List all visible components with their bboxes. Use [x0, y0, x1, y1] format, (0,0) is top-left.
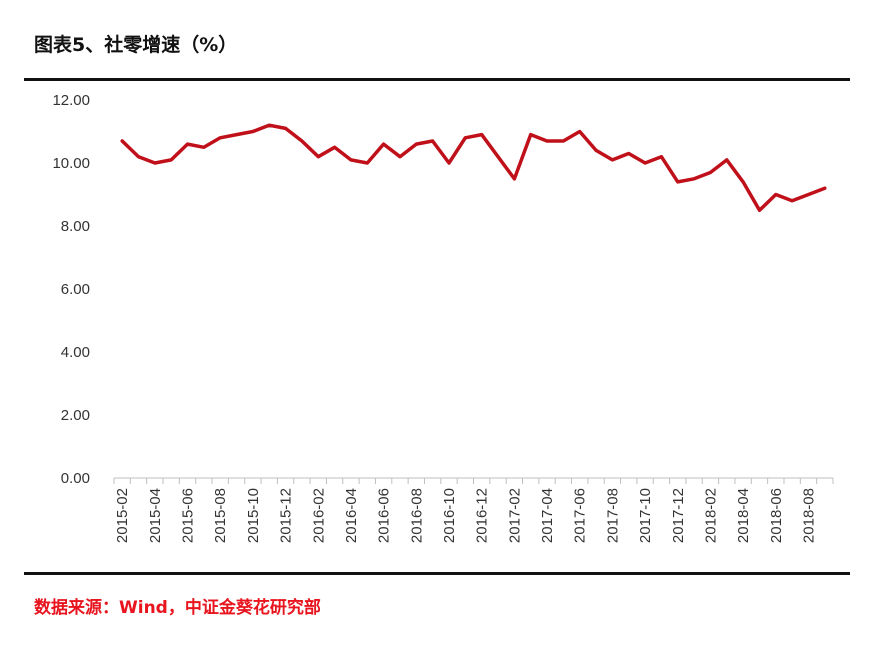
x-tick-label: 2016-12	[474, 488, 491, 543]
x-tick-label: 2017-10	[637, 488, 654, 543]
top-divider	[24, 78, 850, 81]
y-tick-labels: 0.00 2.00 4.00 6.00 8.00 10.00 12.00	[52, 92, 90, 487]
x-tick-labels: 2015-02 2015-04 2015-06 2015-08 2015-10 2015-…	[114, 488, 817, 543]
y-tick-label: 2.00	[61, 407, 90, 424]
x-tick-label: 2015-02	[114, 488, 131, 543]
x-tick-label: 2015-08	[212, 488, 229, 543]
x-tick-label: 2016-10	[441, 488, 458, 543]
y-tick-label: 12.00	[52, 92, 90, 109]
y-tick-label: 8.00	[61, 218, 90, 235]
x-tick-label: 2015-06	[180, 488, 197, 543]
x-tick-label: 2016-02	[310, 488, 327, 543]
data-source-note: 数据来源：Wind，中证金葵花研究部	[34, 598, 321, 618]
y-tick-label: 0.00	[61, 470, 90, 487]
x-tick-label: 2016-08	[408, 488, 425, 543]
x-tick-label: 2015-04	[147, 488, 164, 543]
chart-axes	[113, 477, 834, 484]
x-tick-label: 2018-06	[768, 488, 785, 543]
y-tick-label: 10.00	[52, 155, 90, 172]
bottom-divider	[24, 572, 850, 575]
x-tick-label: 2018-04	[735, 488, 752, 543]
x-tick-label: 2017-12	[670, 488, 687, 543]
y-tick-label: 4.00	[61, 344, 90, 361]
x-tick-label: 2016-06	[376, 488, 393, 543]
series-layer	[120, 123, 827, 213]
x-tick-label: 2015-10	[245, 488, 262, 543]
x-tick-label: 2017-06	[572, 488, 589, 543]
x-tick-label: 2018-08	[800, 488, 817, 543]
x-tick-label: 2017-04	[539, 488, 556, 543]
x-tick-label: 2017-02	[506, 488, 523, 543]
series-line	[120, 123, 827, 213]
x-tick-label: 2015-12	[278, 488, 295, 543]
x-tick-label: 2018-02	[702, 488, 719, 543]
chart-title: 图表5、社零增速（%）	[34, 34, 238, 56]
x-tick-label: 2017-08	[604, 488, 621, 543]
x-tick-label: 2016-04	[343, 488, 360, 543]
y-tick-label: 6.00	[61, 281, 90, 298]
